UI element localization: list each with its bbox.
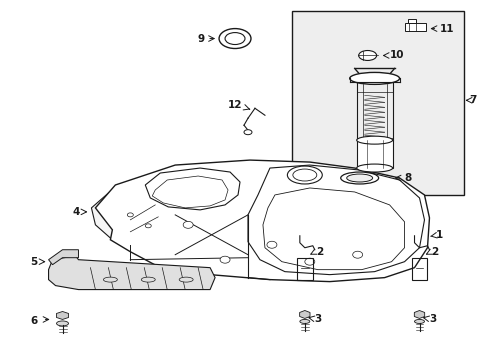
Ellipse shape [356,136,392,144]
Text: 2: 2 [315,247,323,257]
Ellipse shape [414,319,424,323]
Ellipse shape [356,164,392,172]
Ellipse shape [127,213,133,217]
Text: 1: 1 [435,230,442,240]
Ellipse shape [244,130,251,135]
Text: 12: 12 [227,100,242,110]
Ellipse shape [352,251,362,258]
Ellipse shape [103,277,117,282]
Ellipse shape [340,172,378,184]
Ellipse shape [224,32,244,45]
Text: 5: 5 [31,257,38,267]
Polygon shape [299,310,309,319]
Bar [404,23,426,31]
Ellipse shape [220,256,229,263]
Ellipse shape [287,166,322,184]
Text: 8: 8 [404,173,411,183]
Text: 9: 9 [197,33,204,44]
Ellipse shape [183,221,193,228]
Ellipse shape [145,224,151,228]
Ellipse shape [346,174,372,182]
Ellipse shape [358,50,376,60]
Ellipse shape [219,28,250,49]
Bar [407,19,415,23]
Bar [291,11,464,195]
Polygon shape [91,167,175,248]
Polygon shape [48,250,78,265]
Polygon shape [413,310,424,319]
Ellipse shape [292,169,316,181]
Polygon shape [95,160,428,282]
Bar [356,140,392,168]
Text: 2: 2 [430,247,438,257]
Ellipse shape [299,319,309,323]
Ellipse shape [349,72,399,84]
Text: 10: 10 [389,50,403,60]
Text: 3: 3 [314,314,322,324]
Polygon shape [56,311,68,319]
Text: 11: 11 [439,24,453,33]
Text: 6: 6 [31,316,38,327]
Text: 7: 7 [468,95,476,105]
Ellipse shape [179,277,193,282]
Text: 4: 4 [72,207,80,217]
Ellipse shape [266,241,276,248]
Polygon shape [48,256,215,289]
Text: 3: 3 [428,314,436,324]
Ellipse shape [141,277,155,282]
Ellipse shape [57,321,68,326]
Ellipse shape [304,258,314,265]
